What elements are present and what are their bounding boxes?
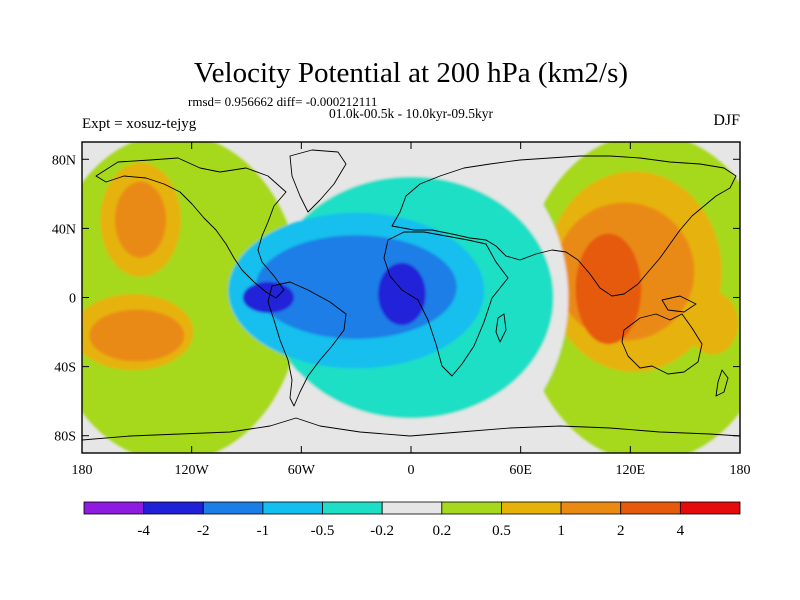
colorbar-swatch: [441, 501, 502, 515]
coastlines: [82, 149, 740, 441]
colorbar-swatch: [381, 501, 443, 515]
x-tick-label: 120E: [616, 463, 646, 478]
colorbar-label: -1: [257, 523, 270, 539]
colorbar: -4 -2 -1 -0.5 -0.2 0.2 0.5 1 2 4: [83, 501, 741, 539]
colorbar-swatch: [143, 501, 204, 515]
coastline-australia: [621, 313, 703, 375]
y-tick-label: 80S: [54, 430, 76, 445]
contour-region-9: [575, 233, 642, 345]
colorbar-label: 0.5: [492, 523, 511, 539]
coastline-south-america: [267, 281, 347, 407]
colorbar-label: -4: [137, 523, 150, 539]
colorbar-swatch: [322, 501, 383, 515]
contour-field: [82, 142, 740, 453]
colorbar-swatch: [501, 501, 562, 515]
colorbar-label: -0.5: [311, 523, 335, 539]
contour-region-15: [242, 281, 294, 314]
x-tick-label: 180: [72, 463, 93, 478]
stats-label: rmsd= 0.956662 diff= -0.000212111: [188, 94, 377, 109]
contour-regions: [82, 142, 740, 453]
x-tick-label: 180: [730, 463, 751, 478]
colorbar-label: -0.2: [370, 523, 394, 539]
x-tick-label: 60W: [288, 463, 316, 478]
coastline-north-america: [95, 157, 287, 299]
colorbar-label: -2: [197, 523, 210, 539]
colorbar-label: 2: [617, 523, 625, 539]
experiment-label: Expt = xosuz-tejyg: [82, 116, 197, 132]
contour-region-6: [89, 309, 185, 362]
colorbar-label: 1: [557, 523, 565, 539]
y-tick-label: 40N: [52, 222, 76, 237]
chart-title: Velocity Potential at 200 hPa (km2/s): [194, 57, 628, 89]
colorbar-swatch: [560, 501, 622, 515]
colorbar-swatch: [620, 501, 681, 515]
coastline-greenland: [289, 149, 347, 213]
period-label: 01.0k-00.5k - 10.0kyr-09.5kyr: [329, 106, 493, 121]
coastline-new-zealand: [715, 369, 729, 397]
coastline-africa: [383, 231, 509, 377]
y-tick-label: 40S: [54, 361, 76, 376]
colorbar-swatch: [679, 501, 741, 515]
contour-region-10: [687, 292, 739, 355]
x-tick-label: 0: [408, 463, 415, 478]
x-tick-label: 120W: [175, 463, 210, 478]
x-tick-label: 60E: [509, 463, 532, 478]
contour-region-16: [378, 262, 426, 326]
colorbar-swatch: [202, 501, 264, 515]
coastline-eurasia: [391, 155, 737, 297]
colorbar-label: 4: [677, 523, 685, 539]
y-tick-label: 80N: [52, 153, 76, 168]
coastline-new-guinea: [661, 295, 697, 313]
season-label: DJF: [713, 112, 740, 129]
y-tick-label: 0: [69, 292, 76, 307]
x-axis: 180 120W 60W 0 60E 120E 180: [72, 142, 751, 478]
colorbar-swatch: [262, 501, 323, 515]
coastline-antarctica: [82, 417, 740, 441]
coastline-madagascar: [495, 313, 507, 343]
colorbar-swatch: [83, 501, 145, 515]
colorbar-label: 0.2: [432, 523, 451, 539]
contour-region-4: [114, 181, 167, 258]
y-axis: 80N 40N 0 40S 80S: [52, 153, 740, 445]
